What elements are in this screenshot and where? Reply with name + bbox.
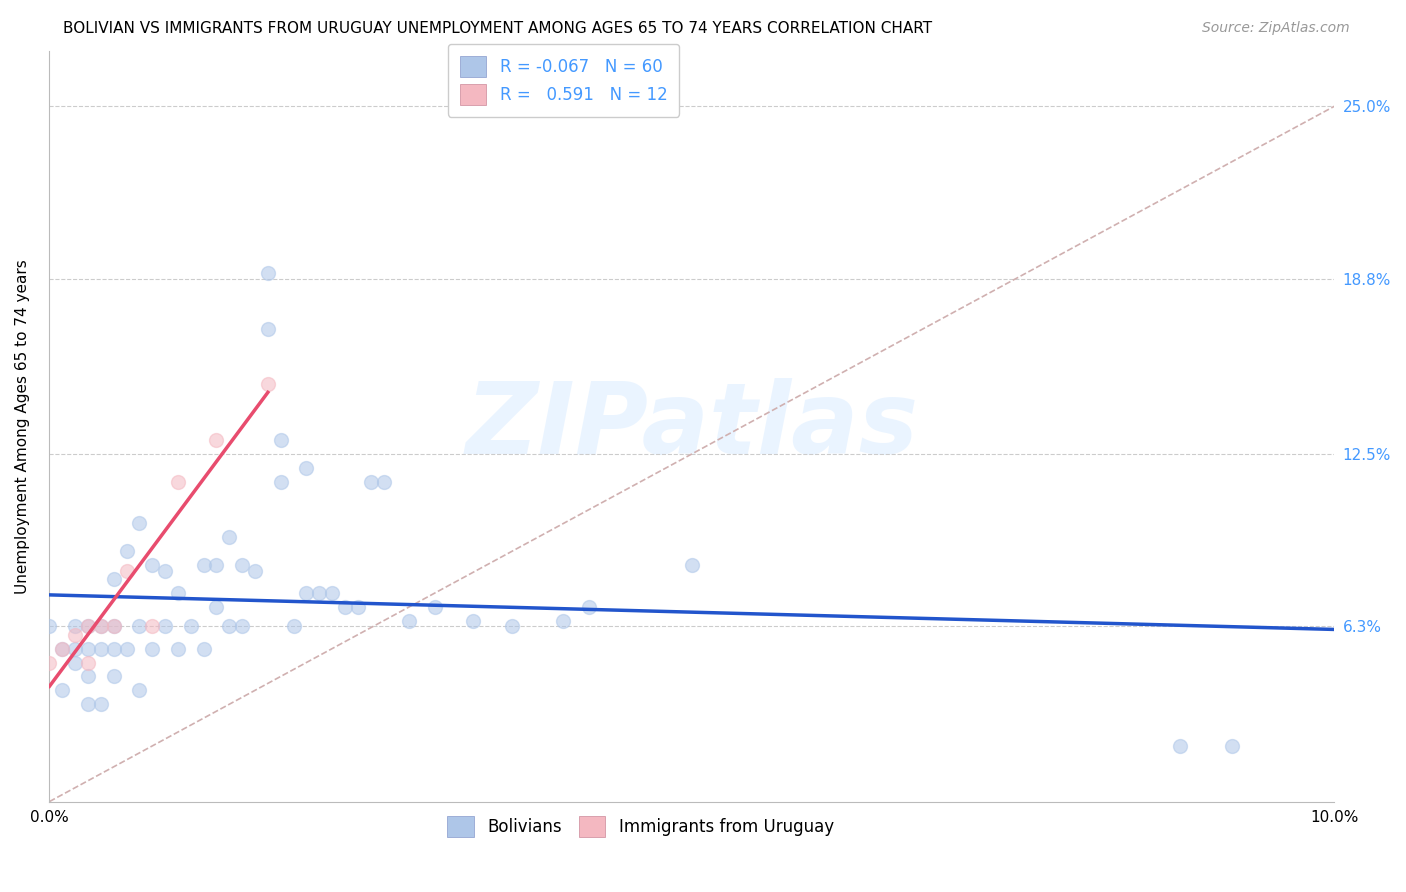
Point: [193, 641, 215, 656]
Point: [1168, 739, 1191, 753]
Point: [51, 641, 73, 656]
Point: [295, 460, 318, 475]
Point: [193, 558, 215, 573]
Point: [346, 599, 368, 614]
Point: [463, 614, 485, 628]
Point: [153, 619, 176, 633]
Point: [308, 586, 330, 600]
Point: [63, 641, 86, 656]
Point: [38, 656, 60, 670]
Point: [231, 558, 253, 573]
Y-axis label: Unemployment Among Ages 65 to 74 years: Unemployment Among Ages 65 to 74 years: [15, 259, 30, 593]
Point: [51, 683, 73, 698]
Point: [103, 669, 125, 683]
Point: [77, 619, 100, 633]
Point: [205, 558, 228, 573]
Point: [295, 586, 318, 600]
Point: [283, 619, 305, 633]
Point: [103, 572, 125, 586]
Point: [231, 619, 253, 633]
Point: [243, 564, 266, 578]
Point: [63, 628, 86, 642]
Point: [38, 619, 60, 633]
Point: [167, 475, 190, 489]
Point: [180, 619, 202, 633]
Point: [115, 641, 138, 656]
Point: [141, 619, 163, 633]
Point: [77, 619, 100, 633]
Point: [90, 641, 112, 656]
Point: [90, 698, 112, 712]
Point: [115, 564, 138, 578]
Point: [257, 322, 280, 336]
Point: [553, 614, 575, 628]
Point: [270, 475, 292, 489]
Legend: Bolivians, Immigrants from Uruguay: Bolivians, Immigrants from Uruguay: [439, 808, 842, 846]
Point: [321, 586, 343, 600]
Text: ZIPatlas: ZIPatlas: [465, 377, 918, 475]
Point: [398, 614, 420, 628]
Point: [257, 266, 280, 280]
Point: [205, 599, 228, 614]
Point: [153, 564, 176, 578]
Point: [63, 619, 86, 633]
Point: [103, 641, 125, 656]
Point: [115, 544, 138, 558]
Point: [63, 656, 86, 670]
Point: [578, 599, 600, 614]
Point: [167, 641, 190, 656]
Point: [1220, 739, 1243, 753]
Point: [218, 530, 240, 544]
Point: [333, 599, 356, 614]
Point: [77, 698, 100, 712]
Point: [141, 558, 163, 573]
Point: [90, 619, 112, 633]
Point: [205, 433, 228, 447]
Point: [423, 599, 446, 614]
Text: Source: ZipAtlas.com: Source: ZipAtlas.com: [1202, 21, 1350, 35]
Point: [141, 641, 163, 656]
Point: [128, 683, 150, 698]
Point: [681, 558, 703, 573]
Point: [77, 669, 100, 683]
Point: [51, 641, 73, 656]
Point: [257, 377, 280, 392]
Point: [90, 619, 112, 633]
Point: [373, 475, 395, 489]
Point: [501, 619, 523, 633]
Point: [103, 619, 125, 633]
Point: [103, 619, 125, 633]
Point: [270, 433, 292, 447]
Text: BOLIVIAN VS IMMIGRANTS FROM URUGUAY UNEMPLOYMENT AMONG AGES 65 TO 74 YEARS CORRE: BOLIVIAN VS IMMIGRANTS FROM URUGUAY UNEM…: [63, 21, 932, 36]
Point: [167, 586, 190, 600]
Point: [77, 656, 100, 670]
Point: [128, 516, 150, 531]
Point: [360, 475, 382, 489]
Point: [128, 619, 150, 633]
Point: [218, 619, 240, 633]
Point: [77, 641, 100, 656]
